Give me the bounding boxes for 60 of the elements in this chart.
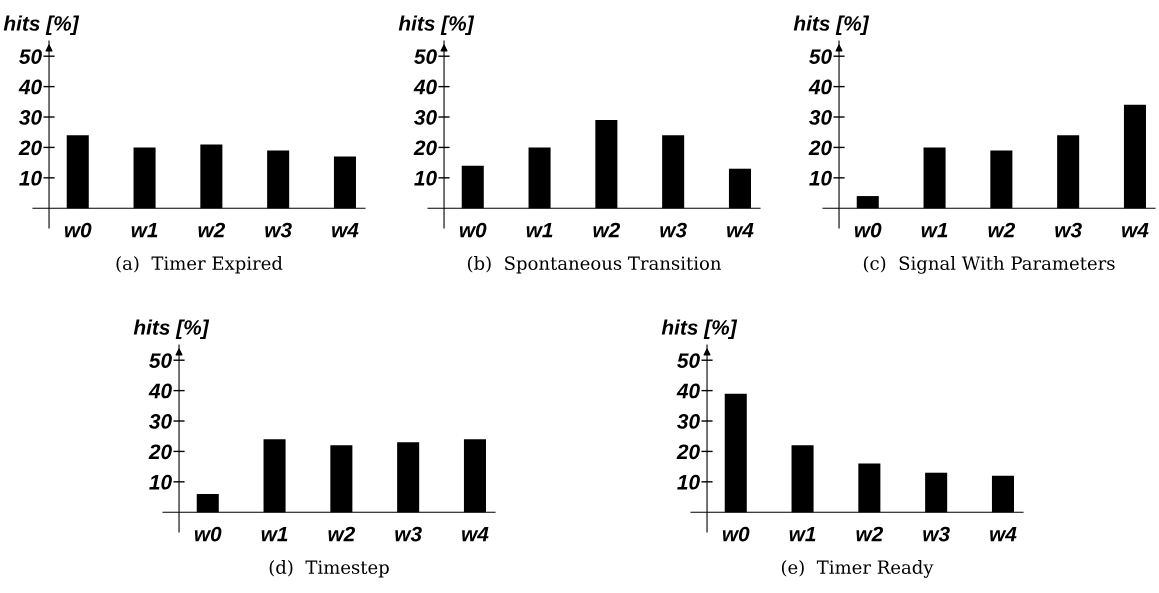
x-tick-label: w4 bbox=[332, 222, 359, 238]
y-tick-label: 50 bbox=[414, 49, 437, 64]
y-tick-label: 50 bbox=[149, 353, 172, 368]
text: (e) Timer Ready bbox=[781, 560, 934, 578]
x-tick-label: w1 bbox=[789, 526, 816, 542]
x-tick-label: w2 bbox=[328, 526, 356, 542]
y-axis-title: hits [%] bbox=[3, 15, 80, 35]
y-axis-title: hits [%] bbox=[133, 319, 210, 339]
text: (c) Signal With Parameters bbox=[863, 256, 1115, 274]
x-tick-label: w1 bbox=[526, 222, 553, 238]
y-tick-label: 10 bbox=[677, 474, 700, 490]
y-tick-label: 50 bbox=[677, 353, 700, 368]
y-tick-label: 20 bbox=[676, 444, 700, 460]
x-tick-label: w1 bbox=[921, 222, 948, 238]
x-tick-label: w2 bbox=[988, 222, 1016, 238]
text: (d) Timestep bbox=[269, 560, 389, 578]
y-tick-label: 20 bbox=[808, 140, 832, 156]
x-tick-label: w4 bbox=[727, 222, 754, 238]
y-tick-label: 40 bbox=[676, 383, 700, 399]
y-tick-label: 10 bbox=[19, 170, 42, 186]
x-tick-label: w2 bbox=[856, 526, 884, 542]
x-tick-label: w2 bbox=[593, 222, 621, 238]
y-tick-label: 20 bbox=[148, 444, 172, 460]
y-tick-label: 50 bbox=[19, 49, 42, 64]
x-tick-label: w3 bbox=[1055, 222, 1082, 238]
x-tick-label: w3 bbox=[660, 222, 687, 238]
y-tick-label: 30 bbox=[19, 110, 42, 125]
x-tick-label: w3 bbox=[265, 222, 292, 238]
x-tick-label: w0 bbox=[194, 526, 222, 542]
y-axis-title: hits [%] bbox=[793, 15, 870, 35]
y-tick-label: 10 bbox=[414, 170, 437, 186]
y-axis-title: hits [%] bbox=[661, 319, 738, 339]
y-tick-label: 30 bbox=[149, 414, 172, 429]
y-tick-label: 30 bbox=[414, 110, 437, 125]
x-tick-label: w4 bbox=[462, 526, 489, 542]
text: (a) Timer Expired bbox=[116, 256, 283, 274]
x-tick-label: w0 bbox=[722, 526, 750, 542]
x-tick-label: w4 bbox=[990, 526, 1017, 542]
y-tick-label: 30 bbox=[809, 110, 832, 125]
x-tick-label: w3 bbox=[923, 526, 950, 542]
x-tick-label: w3 bbox=[395, 526, 422, 542]
y-axis-title: hits [%] bbox=[398, 15, 475, 35]
y-tick-label: 40 bbox=[808, 79, 832, 95]
x-tick-label: w0 bbox=[854, 222, 882, 238]
y-tick-label: 10 bbox=[809, 170, 832, 186]
text: (b) Spontaneous Transition bbox=[467, 256, 722, 274]
x-tick-label: w0 bbox=[64, 222, 92, 238]
x-tick-label: w0 bbox=[459, 222, 487, 238]
y-tick-label: 40 bbox=[413, 79, 437, 95]
y-tick-label: 20 bbox=[18, 140, 42, 156]
y-tick-label: 50 bbox=[809, 49, 832, 64]
y-tick-label: 10 bbox=[149, 474, 172, 490]
x-tick-label: w4 bbox=[1122, 222, 1149, 238]
x-tick-label: w1 bbox=[131, 222, 158, 238]
y-tick-label: 40 bbox=[18, 79, 42, 95]
x-tick-label: w1 bbox=[261, 526, 288, 542]
y-tick-label: 40 bbox=[148, 383, 172, 399]
x-tick-label: w2 bbox=[198, 222, 226, 238]
y-tick-label: 20 bbox=[413, 140, 437, 156]
y-tick-label: 30 bbox=[677, 414, 700, 429]
